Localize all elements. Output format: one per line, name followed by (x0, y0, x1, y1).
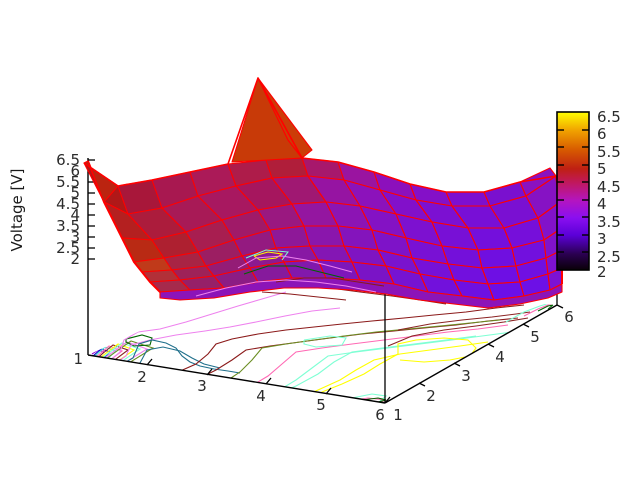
x-tick-label: 6 (375, 406, 385, 424)
x-axis-tick-labels: 1 2 3 4 5 6 (73, 350, 384, 424)
axis-y-front (384, 304, 558, 404)
y-tick-label: 2 (426, 387, 436, 405)
colorbar-tick-label: 2 (597, 263, 607, 281)
surface-facet (445, 191, 491, 207)
contour-line (289, 341, 489, 403)
base-contour-projection (91, 285, 554, 403)
contour-line (351, 393, 388, 402)
surface-mesh (83, 77, 563, 309)
y-tick-label: 5 (530, 328, 540, 346)
z-tick-label: 6.5 (56, 151, 80, 169)
x-tick-label: 4 (256, 387, 266, 405)
y-axis-tick-labels: 1 2 3 4 5 6 (393, 308, 574, 424)
contour-line (523, 303, 554, 317)
colorbar-tick-label: 5 (597, 160, 607, 178)
contour-line (275, 277, 385, 287)
z-axis-tick-labels: 2 2.5 3 3.5 4 4.5 5 5.5 6 6.5 (56, 151, 80, 268)
surface-facet (477, 247, 517, 269)
contour-line (537, 304, 554, 312)
contour-line (311, 337, 477, 397)
surface-facet (269, 225, 311, 249)
z-tick-label: 4.5 (56, 195, 80, 213)
colorbar-tick-label: 6.5 (597, 108, 621, 126)
contour-line (95, 344, 130, 363)
z-tick-label: 6 (70, 162, 80, 180)
contour-line (219, 324, 509, 401)
surface-facet (303, 225, 345, 247)
contour-line (151, 304, 525, 385)
contour-line (361, 397, 387, 403)
x-tick-label: 1 (73, 350, 83, 368)
colorbar-gradient (556, 111, 590, 271)
colorbar-tick-label: 5.5 (597, 143, 621, 161)
contour-line (99, 340, 155, 367)
surface-facet (481, 265, 521, 285)
colorbar-tick-label: 6 (597, 125, 607, 143)
base-plane-outline (87, 304, 558, 404)
contour-line (195, 319, 501, 397)
x-tick-label: 5 (316, 396, 326, 414)
contour-line (125, 334, 153, 347)
contour-line (397, 311, 531, 331)
y-tick-label: 6 (564, 308, 574, 326)
contour-line (107, 307, 341, 369)
z-tick-label: 3.5 (56, 217, 80, 235)
z-tick-label: 4 (70, 206, 80, 224)
x-tick-label: 3 (197, 377, 207, 395)
z-axis-title: Voltage [V] (8, 169, 26, 252)
x-tick-label: 2 (137, 368, 147, 386)
z-tick-label: 3 (70, 228, 80, 246)
axis-x-front (87, 354, 386, 404)
z-tick-label: 2.5 (56, 239, 80, 257)
colorbar-tick-label: 3.5 (597, 213, 621, 231)
contour-line (261, 291, 347, 301)
contour-line (243, 265, 345, 279)
contour-line (237, 255, 353, 273)
contour-line (303, 335, 347, 348)
surface-back-ridge (83, 77, 557, 193)
surface-facet (265, 157, 309, 179)
contour-line (247, 331, 513, 403)
contour-line (505, 302, 551, 323)
z-tick-label: 5.5 (56, 173, 80, 191)
z-axis (87, 158, 95, 355)
surface-overlay-contours (195, 249, 385, 297)
z-tick-label: 2 (70, 250, 80, 268)
colorbar-ticks (557, 129, 589, 253)
contour-line (103, 291, 287, 366)
base-tick-marks (146, 304, 564, 404)
colorbar: 6.5 6 5.5 5 4.5 4 3.5 3 2.5 2 (556, 108, 621, 281)
contour-line (118, 346, 221, 375)
contour-line (195, 279, 377, 297)
colorbar-tick-label: 4 (597, 195, 607, 213)
colorbar-tick-label: 2.5 (597, 248, 621, 266)
z-tick-label: 5 (70, 184, 80, 202)
colorbar-tick-label: 3 (597, 230, 607, 248)
colorbar-tick-label: 4.5 (597, 178, 621, 196)
y-tick-label: 1 (393, 406, 403, 424)
colorbar-tick-labels: 6.5 6 5.5 5 4.5 4 3.5 3 2.5 2 (597, 108, 621, 281)
y-tick-label: 3 (461, 367, 471, 385)
contour-line (265, 335, 477, 399)
y-tick-label: 4 (495, 348, 505, 366)
